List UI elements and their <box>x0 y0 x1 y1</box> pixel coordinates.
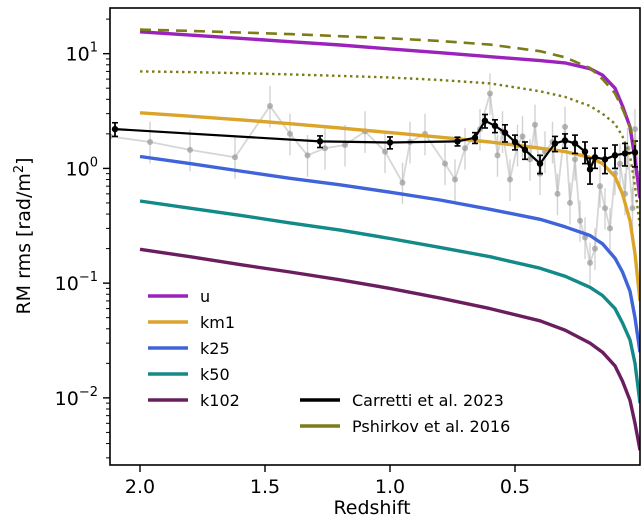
series-km1-line <box>139 111 640 302</box>
series-carretti-et-al-2023-point <box>536 160 544 167</box>
background-point <box>147 138 153 145</box>
background-point <box>187 146 193 153</box>
series-carretti-et-al-2023-point <box>471 134 479 141</box>
series-k102-line <box>139 247 640 451</box>
background-point <box>494 152 501 159</box>
background-point <box>267 102 273 109</box>
background-point <box>602 205 608 212</box>
series-carretti-et-al-2023-point <box>316 138 324 145</box>
series-carretti-et-al-2023-point <box>511 138 519 146</box>
x-tick-label: 2.0 <box>125 476 155 498</box>
series-carretti-et-al-2023-point <box>581 148 589 155</box>
legend-label-k25: k25 <box>200 339 230 358</box>
series-carretti-et-al-2023-point <box>561 137 569 144</box>
legend-label-u: u <box>200 287 210 306</box>
series-carretti-et-al-2023-point <box>586 166 594 173</box>
x-tick-label: 0.5 <box>500 476 530 498</box>
background-point <box>342 141 348 148</box>
x-axis-title: Redshift <box>333 497 410 519</box>
background-point <box>607 225 613 232</box>
series-carretti-et-al-2023-point <box>481 117 489 124</box>
x-tick-label: 1.0 <box>375 476 405 498</box>
y-tick-label: 100 <box>66 155 98 180</box>
series-carretti-et-al-2023-point <box>111 125 119 133</box>
y-axis: 101 100 10−1 10−2 <box>55 18 110 459</box>
x-axis: 2.0 1.5 1.0 0.5 <box>125 465 530 498</box>
y-tick-label: 10−1 <box>55 270 98 295</box>
series-carretti-et-al-2023-point <box>621 150 629 157</box>
background-point <box>629 205 636 212</box>
legend-label-pshirkov-et-al-2016: Pshirkov et al. 2016 <box>352 417 510 436</box>
series-carretti-et-al-2023-point <box>601 156 609 163</box>
background-point <box>399 179 406 186</box>
series-k25-line <box>139 154 640 353</box>
series-carretti-et-al-2023-point <box>631 149 639 156</box>
series-k50-line <box>139 199 640 404</box>
legend: u km1 k25 k50 k102 Carretti et al. 2023 Pshirk… <box>148 287 510 436</box>
legend-label-carretti-et-al-2023: Carretti et al. 2023 <box>352 391 504 410</box>
series-carretti-et-al-2023-point <box>551 140 559 147</box>
background-point <box>322 145 328 152</box>
background-point <box>632 126 638 133</box>
series-carretti-et-al-2023-point <box>501 129 509 136</box>
background-point <box>587 259 593 266</box>
background-point <box>519 133 526 140</box>
axes-frame <box>109 7 641 466</box>
background-point <box>577 217 583 224</box>
series-carretti-et-al-2023-point <box>491 122 499 130</box>
series-carretti-et-al-2023-point <box>386 139 394 146</box>
background-point <box>562 123 568 130</box>
series-carretti-et-al-2023-point <box>521 146 529 154</box>
y-tick-label: 101 <box>66 41 98 66</box>
background-point <box>452 176 458 183</box>
legend-label-k102: k102 <box>200 391 240 410</box>
legend-label-k50: k50 <box>200 365 230 384</box>
background-point <box>572 156 578 163</box>
legend-label-km1: km1 <box>200 313 235 332</box>
background-point <box>442 160 448 167</box>
background-point <box>617 160 623 167</box>
background-point <box>304 152 311 159</box>
background-point <box>527 156 533 163</box>
background-point <box>382 148 388 155</box>
background-point <box>567 199 573 206</box>
background-point <box>592 245 598 252</box>
y-tick-label: 10−2 <box>55 385 98 410</box>
series-carretti-et-al-2023-point <box>611 152 619 159</box>
background-point <box>487 90 493 97</box>
background-point <box>507 176 513 183</box>
background-point <box>232 154 238 161</box>
x-tick-label: 1.5 <box>250 476 280 498</box>
series-pshirkov-et-al-2016-line <box>139 28 637 146</box>
y-axis-title: RM rms [rad/m2] <box>12 157 35 314</box>
background-point <box>462 145 468 152</box>
plot-area <box>110 28 640 451</box>
background-point <box>597 183 603 190</box>
series-carretti-et-al-2023-point <box>571 140 579 147</box>
series-carretti-et-al-2023-point <box>454 138 461 145</box>
background-point <box>287 130 293 137</box>
background-point <box>554 190 561 197</box>
background-point <box>532 121 538 128</box>
series-carretti-et-al-2023-point <box>591 154 599 161</box>
